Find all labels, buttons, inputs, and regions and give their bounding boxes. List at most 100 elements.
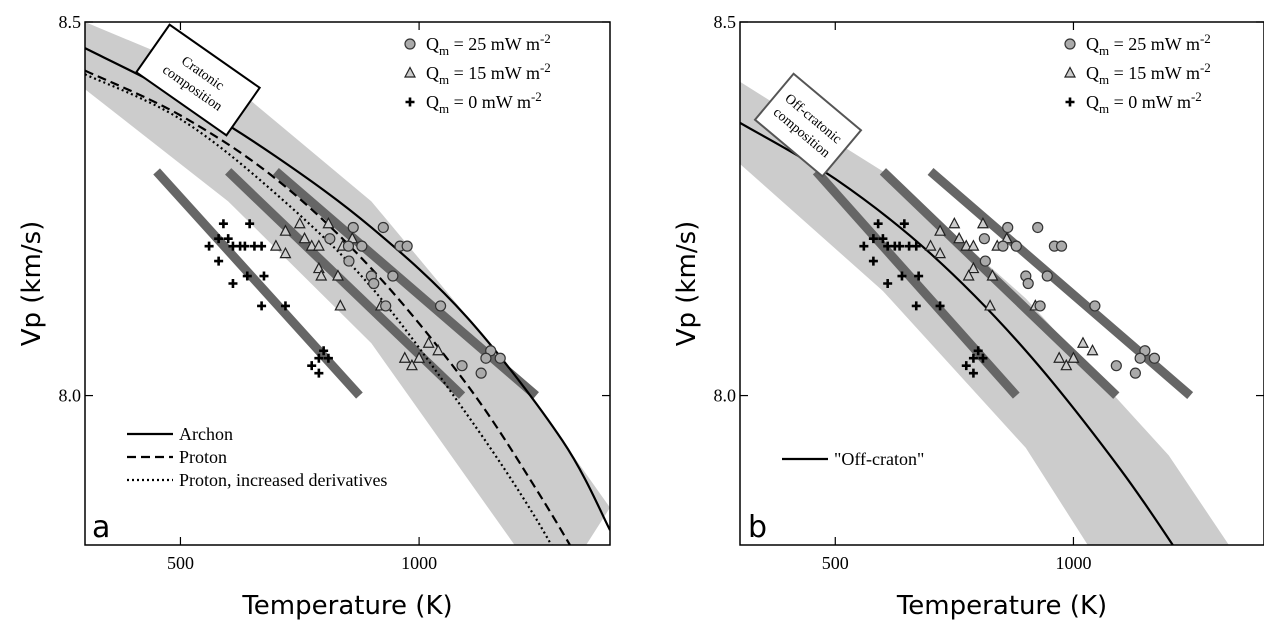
trend-bar-2 xyxy=(879,168,1120,399)
circle-point-17 xyxy=(456,360,468,372)
legend-line-label: Archon xyxy=(179,424,233,444)
triangle-point-2 xyxy=(948,216,961,229)
panel-a: 500 1000 8.0 8.5 Temperature (K) Vp (km/s) a Cr… xyxy=(17,12,611,621)
triangle-point-20 xyxy=(405,358,418,371)
y-tick-label: 8.5 xyxy=(714,12,737,32)
circle-point-9 xyxy=(387,270,399,282)
legend-circle-icon xyxy=(404,38,416,50)
circle-point-1 xyxy=(347,221,359,234)
plus-point-13 xyxy=(259,271,269,281)
legend-plus: Qm = 0 mW m-2 xyxy=(405,89,542,116)
legend-triangle: Qm = 15 mW m-2 xyxy=(1064,60,1211,87)
x-tick-label: 1000 xyxy=(1055,553,1091,573)
circle-point-12 xyxy=(380,300,392,312)
legend-line-2: Proton xyxy=(127,447,227,467)
circle-point-1 xyxy=(1002,221,1014,234)
legend-label: Qm = 0 mW m-2 xyxy=(426,89,542,116)
plus-point-2 xyxy=(899,219,909,229)
circle-point-11 xyxy=(368,277,380,290)
plus-point-17 xyxy=(973,346,983,356)
circle-point-2 xyxy=(377,221,389,234)
y-tick-label: 8.5 xyxy=(59,12,82,32)
plus-point-21 xyxy=(314,368,324,378)
triangle-point-15 xyxy=(984,299,997,311)
plot-area xyxy=(85,22,610,545)
legend-line-label: Proton xyxy=(179,447,227,467)
circle-point-5 xyxy=(356,240,368,252)
y-axis-title: Vp (km/s) xyxy=(672,221,702,347)
triangle-point-19 xyxy=(1067,351,1080,363)
plus-point-18 xyxy=(314,353,324,363)
plus-point-20 xyxy=(961,361,971,371)
legend-circle-icon xyxy=(1064,38,1076,50)
circle-point-15 xyxy=(480,352,492,364)
plus-point-5 xyxy=(859,241,869,251)
legend-circle: Qm = 25 mW m-2 xyxy=(1064,31,1211,58)
legend-triangle-icon xyxy=(404,66,416,78)
legend-plus: Qm = 0 mW m-2 xyxy=(1065,89,1202,116)
x-tick-label: 500 xyxy=(822,553,849,573)
triangle-point-12 xyxy=(331,269,344,281)
y-axis-title: Vp (km/s) xyxy=(17,221,47,347)
triangle-point-17 xyxy=(432,343,445,356)
legend-label: Qm = 15 mW m-2 xyxy=(426,60,551,87)
legend-label: Qm = 25 mW m-2 xyxy=(1086,31,1211,58)
circle-point-9 xyxy=(1041,270,1053,282)
x-axis-title: Temperature (K) xyxy=(241,591,452,621)
triangle-point-17 xyxy=(1086,343,1099,356)
legend-label: Qm = 0 mW m-2 xyxy=(1086,89,1202,116)
x-tick-label: 500 xyxy=(167,553,194,573)
plus-point-1 xyxy=(873,219,883,229)
triangle-point-7 xyxy=(312,239,325,251)
plus-point-1 xyxy=(218,219,228,229)
plus-point-14 xyxy=(228,279,238,288)
plus-point-10 xyxy=(257,241,267,251)
legend-line-label: "Off-craton" xyxy=(834,449,924,469)
plus-point-12 xyxy=(242,271,252,281)
triangle-point-16 xyxy=(1076,336,1089,348)
plus-point-19 xyxy=(323,353,333,363)
plus-point-11 xyxy=(868,256,878,266)
plus-point-10 xyxy=(911,241,921,251)
circle-point-12 xyxy=(1034,300,1046,312)
legend-label: Qm = 15 mW m-2 xyxy=(1086,60,1211,87)
plus-point-3 xyxy=(214,234,224,244)
triangle-point-6 xyxy=(960,239,973,251)
triangle-point-10 xyxy=(934,246,947,259)
plus-point-17 xyxy=(319,346,329,356)
x-tick-label: 1000 xyxy=(401,553,437,573)
triangle-point-6 xyxy=(305,239,318,251)
circle-point-3 xyxy=(324,233,336,245)
triangle-point-20 xyxy=(1060,358,1073,371)
plus-point-12 xyxy=(897,271,907,281)
trend-bar-2 xyxy=(225,168,466,399)
plus-point-13 xyxy=(914,271,924,281)
legend-line-3: Proton, increased derivatives xyxy=(127,470,387,490)
legend-line-1: "Off-craton" xyxy=(782,449,924,469)
legend-triangle: Qm = 15 mW m-2 xyxy=(404,60,551,87)
plus-point-14 xyxy=(883,279,893,288)
triangle-point-13 xyxy=(315,269,328,281)
triangle-point-4 xyxy=(924,239,937,251)
trend-bar-3 xyxy=(927,168,1194,399)
circle-point-18 xyxy=(1129,367,1141,379)
y-tick-label: 8.0 xyxy=(714,386,737,406)
triangle-point-13 xyxy=(962,269,975,281)
triangle-point-1 xyxy=(322,216,335,229)
legend-triangle-icon xyxy=(1064,66,1076,78)
triangle-point-5 xyxy=(953,231,966,244)
plus-point-16 xyxy=(280,301,290,311)
plot-area xyxy=(740,81,1229,545)
triangle-point-4 xyxy=(269,239,282,251)
triangle-point-10 xyxy=(279,246,292,259)
circle-point-16 xyxy=(1148,352,1161,364)
triangle-point-18 xyxy=(1053,351,1066,363)
plus-point-4 xyxy=(878,234,888,244)
triangle-point-18 xyxy=(398,351,411,363)
plus-point-19 xyxy=(978,353,988,363)
triangle-point-3 xyxy=(279,224,292,236)
y-tick-label: 8.0 xyxy=(59,386,82,406)
circle-point-11 xyxy=(1022,277,1034,290)
